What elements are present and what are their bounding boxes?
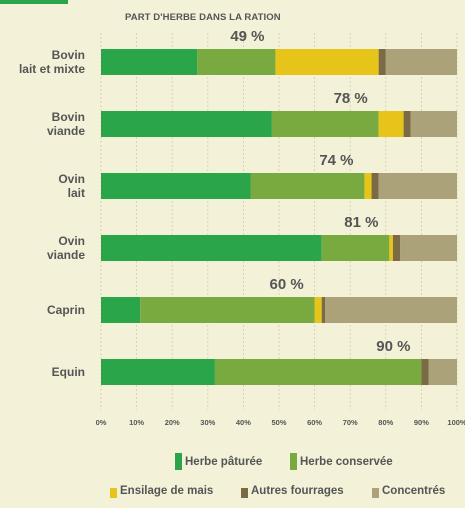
bar-segment-herbe-paturee: [101, 111, 272, 137]
legend-label-herbe-paturee: Herbe pâturée: [185, 455, 263, 468]
legend-item-ensilage-de-mais: Ensilage de mais: [110, 484, 213, 498]
x-tick-label: 10%: [129, 418, 144, 427]
herbe-share-label: 90 %: [376, 338, 410, 355]
bar-segment-autres-fourrages: [378, 49, 386, 75]
category-label: lait et mixte: [19, 62, 85, 76]
x-tick-label: 100%: [447, 418, 465, 427]
x-tick-label: 0%: [96, 418, 107, 427]
bar-segment-concentres: [325, 297, 457, 323]
x-tick-label: 30%: [200, 418, 215, 427]
herbe-share-label: 60 %: [269, 276, 303, 293]
category-label: Ovin: [58, 234, 85, 248]
bar-segment-ensilage-de-mais: [389, 235, 393, 261]
legend-swatch-herbe-paturee: [175, 453, 182, 470]
category-label: Bovin: [52, 48, 85, 62]
category-label: Caprin: [47, 303, 85, 317]
bar-segment-concentres: [385, 49, 457, 75]
legend-swatch-autres-fourrages: [241, 488, 248, 498]
bar-segment-concentres: [410, 111, 457, 137]
bar-segment-ensilage-de-mais: [314, 297, 322, 323]
legend-swatch-herbe-conservee: [290, 453, 297, 470]
legend-item-herbe-conservee: Herbe conservée: [290, 453, 393, 470]
bar-segment-herbe-paturee: [101, 173, 251, 199]
x-tick-label: 40%: [236, 418, 251, 427]
herbe-share-label: 78 %: [334, 90, 368, 107]
bar-segment-ensilage-de-mais: [378, 111, 404, 137]
category-label: viande: [47, 124, 85, 138]
bar-segment-herbe-conservee: [214, 359, 422, 385]
bar-segment-herbe-paturee: [101, 359, 215, 385]
bar-segment-herbe-conservee: [271, 111, 379, 137]
legend-item-concentres: Concentrés: [372, 484, 445, 498]
legend-label-concentres: Concentrés: [382, 485, 446, 497]
chart-title: PART D'HERBE DANS LA RATION: [125, 12, 281, 23]
header-accent-bar: [0, 0, 68, 4]
bar-segment-herbe-paturee: [101, 235, 322, 261]
category-label: lait: [68, 186, 85, 200]
legend-label-herbe-conservee: Herbe conservée: [300, 455, 393, 468]
legend-label-ensilage-de-mais: Ensilage de mais: [120, 485, 214, 497]
bar-segment-herbe-conservee: [197, 49, 276, 75]
bar-segment-ensilage-de-mais: [275, 49, 379, 75]
bar-segment-autres-fourrages: [403, 111, 411, 137]
x-tick-label: 50%: [271, 418, 286, 427]
bar-segment-ensilage-de-mais: [364, 173, 372, 199]
bar-segment-concentres: [378, 173, 457, 199]
bar-segment-concentres: [428, 359, 457, 385]
bar-segment-autres-fourrages: [321, 297, 326, 323]
category-label: Equin: [52, 365, 85, 379]
category-label: Bovin: [52, 110, 85, 124]
herbe-share-label: 49 %: [230, 28, 264, 45]
bar-segment-herbe-conservee: [321, 235, 390, 261]
bar-segment-autres-fourrages: [371, 173, 379, 199]
bar-segment-concentres: [400, 235, 457, 261]
bar-segment-autres-fourrages: [392, 235, 401, 261]
x-tick-label: 90%: [414, 418, 429, 427]
herbe-share-label: 81 %: [344, 214, 378, 231]
legend-label-autres-fourrages: Autres fourrages: [251, 485, 344, 497]
x-tick-label: 60%: [307, 418, 322, 427]
legend-item-autres-fourrages: Autres fourrages: [241, 484, 344, 498]
x-tick-label: 80%: [378, 418, 393, 427]
legend-swatch-concentres: [372, 488, 379, 498]
bar-segment-herbe-paturee: [101, 49, 198, 75]
legend-item-herbe-paturee: Herbe pâturée: [175, 453, 262, 470]
x-tick-label: 20%: [165, 418, 180, 427]
legend-swatch-ensilage-de-mais: [110, 488, 117, 498]
bar-segment-herbe-paturee: [101, 297, 141, 323]
bar-segment-herbe-conservee: [250, 173, 365, 199]
bar-segment-herbe-conservee: [140, 297, 315, 323]
herbe-share-label: 74 %: [319, 152, 353, 169]
bar-segment-autres-fourrages: [421, 359, 429, 385]
category-label: viande: [47, 248, 85, 262]
category-label: Ovin: [58, 172, 85, 186]
x-tick-label: 70%: [343, 418, 358, 427]
